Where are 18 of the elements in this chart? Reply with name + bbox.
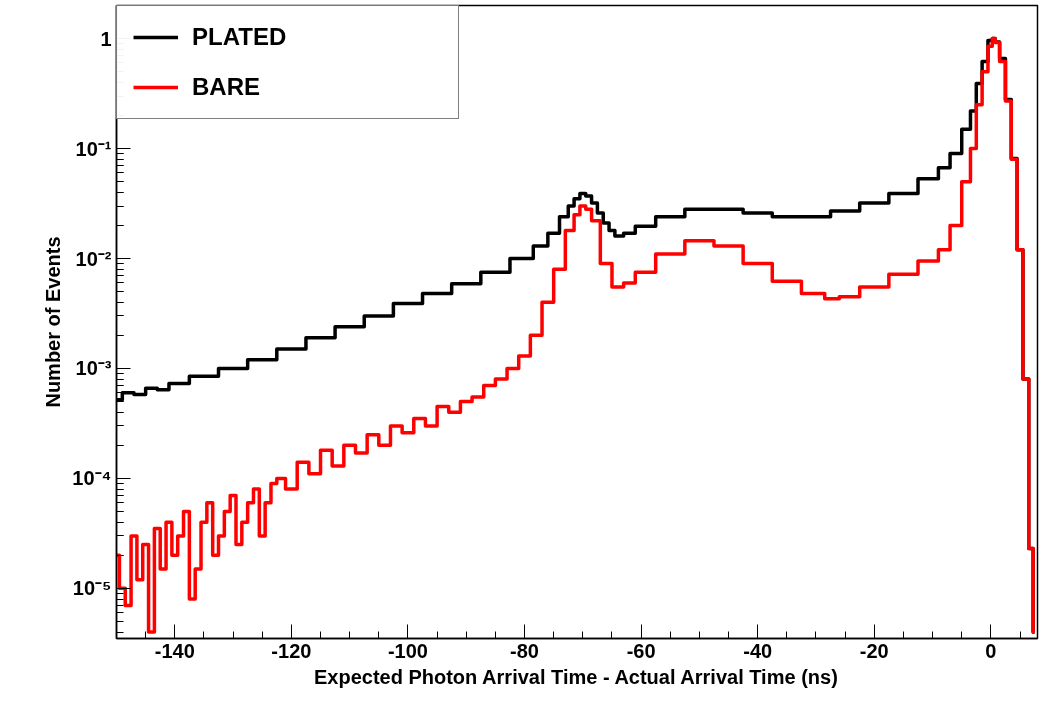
y-tick-label: 10⁻¹ xyxy=(75,137,112,160)
x-tick-label: -80 xyxy=(510,639,539,662)
x-tick-label: -100 xyxy=(387,639,428,662)
x-axis-title: Expected Photon Arrival Time - Actual Arrival Time (ns) xyxy=(313,665,838,688)
y-tick-label: 10⁻³ xyxy=(75,357,112,380)
x-tick-label: 0 xyxy=(985,639,997,662)
x-tick-label: -40 xyxy=(743,639,773,662)
x-tick-label: -140 xyxy=(154,639,195,662)
y-axis-title: Number of Events xyxy=(42,236,65,408)
y-tick-label: 10⁻⁵ xyxy=(72,577,112,600)
x-tick-label: -20 xyxy=(859,639,889,662)
legend-label: BARE xyxy=(192,73,261,101)
y-tick-label: 10⁻² xyxy=(75,247,112,270)
y-tick-label: 10⁻⁴ xyxy=(72,467,112,490)
x-tick-label: -60 xyxy=(626,639,656,662)
y-tick-label: 1 xyxy=(100,27,112,50)
x-tick-label: -120 xyxy=(271,639,312,662)
legend-label: PLATED xyxy=(192,23,288,51)
